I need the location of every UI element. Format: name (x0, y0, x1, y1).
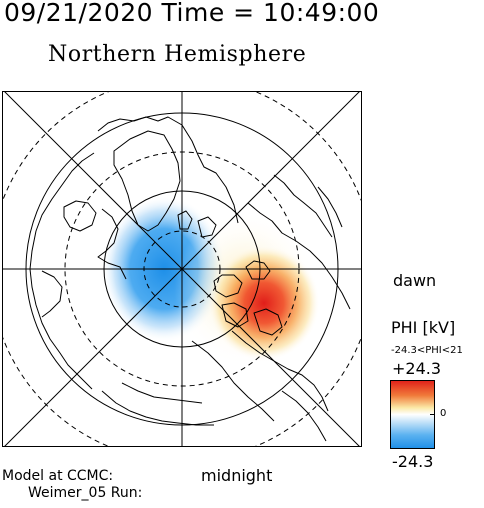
coastlines (29, 116, 351, 442)
midnight-label: midnight (201, 466, 273, 485)
colorbar-mid-label: 0 (440, 408, 447, 419)
colorbar-min-label: -24.3 (392, 452, 434, 471)
run-label: Weimer_05 Run: (28, 485, 143, 501)
timestamp-title: 09/21/2020 Time = 10:49:00 (4, 0, 380, 27)
meridian-diag-2 (3, 91, 361, 447)
polar-map (2, 91, 362, 447)
colorbar-max-label: +24.3 (392, 359, 442, 378)
positive-potential-cell (208, 245, 320, 361)
colorbar-gradient (390, 380, 435, 449)
colorbar (390, 380, 435, 449)
hemisphere-title: Northern Hemisphere (48, 42, 307, 67)
model-label: Model at CCMC: (2, 468, 114, 484)
dawn-label: dawn (393, 271, 437, 290)
colorbar-title: PHI [kV] (391, 318, 456, 337)
colorbar-range-text: -24.3<PHI<21 (391, 345, 463, 356)
map-frame (2, 91, 362, 447)
